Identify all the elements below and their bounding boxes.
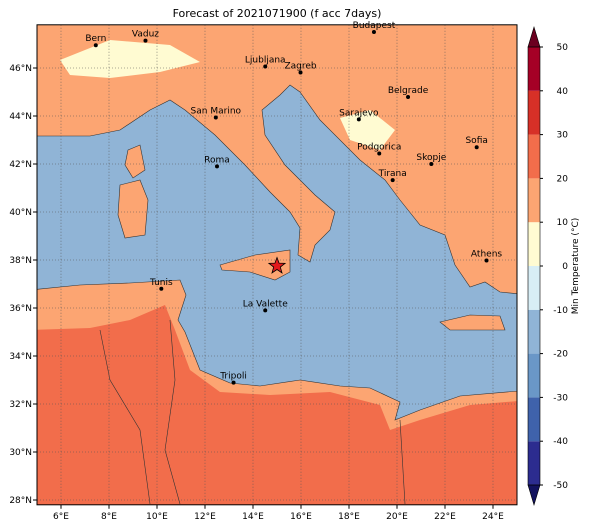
y-tick-label: 38°N [9,256,32,266]
x-tick-label: 14°E [242,512,264,522]
colorbar-segment [528,353,540,398]
city-label: Sarajevo [339,108,379,118]
colorbar-tick-label: 40 [557,87,569,97]
x-tick-label: 10°E [146,512,168,522]
city-label: Athens [471,249,502,259]
colorbar-segment [528,397,540,442]
city-label: Vaduz [132,30,159,40]
colorbar-label: Min Temperature (°C) [571,218,581,315]
colorbar-segment [528,90,540,135]
city-label: Budapest [353,21,396,31]
city-label: Tirana [378,169,407,179]
colorbar-tick-label: -50 [553,481,568,491]
y-tick-label: 46°N [9,64,32,74]
city-dot [143,38,148,43]
forecast-marker [267,256,287,274]
city-dot [429,162,434,166]
city-label: Tunis [149,278,173,288]
city-dot [356,117,361,122]
map-title: Forecast of 2021071900 (f acc 7days) [173,7,382,20]
city-dot [377,151,382,156]
city-dot [263,64,268,69]
colorbar-tick-label: 10 [557,218,569,228]
x-tick-label: 22°E [434,512,456,522]
city-dot [159,286,164,291]
colorbar-tick-label: 0 [562,262,568,272]
x-tick-label: 16°E [290,512,312,522]
border [399,419,406,505]
colorbar-tick-label: 50 [557,43,569,53]
city-dot [215,164,219,169]
y-tick-label: 44°N [9,112,32,122]
y-tick-label: 34°N [9,352,32,362]
colorbar-segment [528,178,540,223]
colorbar-tick-label: 20 [557,174,569,184]
x-tick-label: 24°E [482,512,504,522]
colorbar-over [527,25,541,48]
corsica [124,144,146,179]
colorbar-tick-label: -40 [553,437,568,447]
x-tick-label: 20°E [386,512,408,522]
y-tick-label: 40°N [9,208,32,218]
x-tick-label: 18°E [338,512,360,522]
city-label: Podgorica [357,142,401,152]
colorbar-segment [528,441,540,485]
city-label: Bern [85,34,106,44]
x-tick-label: 12°E [194,512,216,522]
city-label: San Marino [191,106,242,116]
city-dot [474,145,479,150]
colorbar: -50 -40 -30 -20 -10 0 10 20 30 40 50 Min Temperatur… [527,25,581,507]
sardinia [117,179,149,239]
colorbar-tick-label: 30 [557,131,569,141]
city-dot [484,258,489,263]
y-tick-label: 28°N [9,496,32,506]
x-tick-label: 8°E [101,512,117,522]
grid [33,24,517,509]
balkan-cool [340,110,395,150]
colorbar-tick-label: -20 [553,350,568,360]
city-dot [263,308,268,313]
city-dot [231,380,236,385]
colorbar-under [527,484,541,507]
border [99,329,151,505]
colorbar-segment [528,309,540,354]
colorbar-segment [528,47,540,91]
city-label: Ljubljana [245,56,286,66]
y-tick-label: 30°N [9,448,32,458]
colorbar-segment [528,222,540,266]
y-tick-label: 36°N [9,304,32,314]
city-label: Belgrade [388,86,429,96]
city-label: Zagreb [284,62,316,72]
city-dot [371,30,376,34]
europe [37,24,517,295]
city-label: Roma [204,155,230,165]
city-dot [298,70,303,75]
city-dot [213,115,218,120]
city-dot [406,95,411,100]
colorbar-tick-label: -10 [553,306,568,316]
city-label: La Valette [243,299,288,309]
city-label: Sofia [465,136,487,146]
alps-cool [60,40,200,78]
city-label: Tripoli [219,372,247,382]
x-tick-label: 6°E [53,512,69,522]
y-tick-label: 42°N [9,160,32,170]
colorbar-segment [528,134,540,179]
colorbar-segment [528,266,540,310]
map-frame [36,24,518,506]
city-dot [93,43,98,48]
border [164,319,181,505]
city-dot [390,178,395,183]
city-label: Skopje [416,153,446,163]
colorbar-tick-label: -30 [553,393,568,403]
y-tick-label: 32°N [9,400,32,410]
crete [439,314,506,331]
